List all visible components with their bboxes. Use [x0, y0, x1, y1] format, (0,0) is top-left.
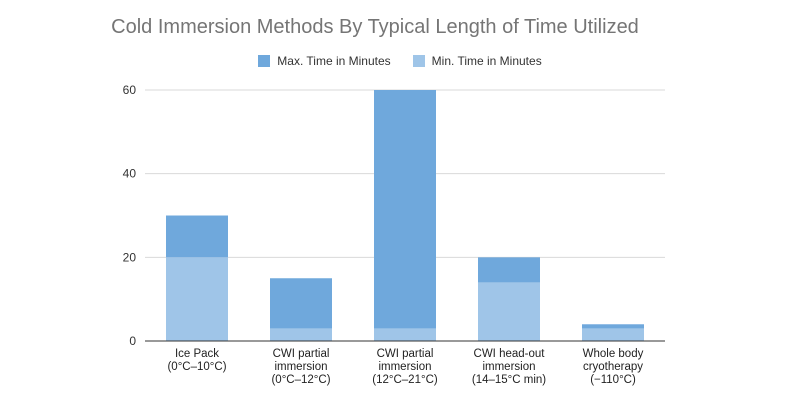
x-tick-label-3: CWI head-out immersion (14–15°C min) [472, 348, 546, 386]
chart-title: Cold Immersion Methods By Typical Length… [111, 16, 639, 38]
legend-label-max: Max. Time in Minutes [277, 54, 391, 68]
bar-max-0 [166, 215, 228, 258]
y-tick-label-40: 40 [123, 167, 137, 181]
x-tick-label-2: CWI partial immersion (12°C–21°C) [372, 348, 438, 386]
x-tick-label-line: Whole body [583, 348, 644, 360]
legend: Max. Time in Minutes Min. Time in Minute… [0, 54, 800, 68]
legend-item-max: Max. Time in Minutes [258, 54, 391, 68]
x-tick-label-line: CWI head-out [474, 348, 546, 360]
bar-max-3 [478, 257, 540, 283]
bar-min-3 [478, 282, 540, 341]
bar-min-1 [270, 328, 332, 341]
x-tick-label-4: Whole body cryotherapy (−110°C) [583, 348, 644, 386]
x-tick-label-line: cryotherapy [583, 361, 643, 373]
x-tick-label-line: (0°C–10°C) [167, 361, 226, 373]
y-tick-label-20: 20 [123, 250, 137, 264]
bar-min-2 [374, 328, 436, 341]
bar-max-4 [582, 324, 644, 329]
legend-item-min: Min. Time in Minutes [412, 54, 542, 68]
bar-min-4 [582, 328, 644, 341]
x-tick-label-line: CWI partial [377, 348, 434, 360]
y-tick-label-60: 60 [123, 83, 137, 97]
x-tick-label-0: Ice Pack (0°C–10°C) [167, 348, 226, 373]
legend-label-min: Min. Time in Minutes [431, 54, 542, 68]
x-tick-label-line: (14–15°C min) [472, 374, 546, 386]
legend-swatch-max [258, 55, 271, 67]
x-tick-label-line: (0°C–12°C) [271, 374, 330, 386]
x-tick-label-line: (−110°C) [590, 374, 636, 386]
x-tick-label-line: Ice Pack [175, 348, 219, 360]
bar-min-0 [166, 257, 228, 341]
x-tick-label-line: immersion [274, 361, 327, 373]
x-tick-label-line: CWI partial [273, 348, 330, 360]
legend-swatch-min [412, 55, 425, 67]
y-tick-label-0: 0 [129, 334, 136, 348]
x-tick-label-1: CWI partial immersion (0°C–12°C) [271, 348, 330, 386]
x-tick-label-line: (12°C–21°C) [372, 374, 438, 386]
x-tick-label-line: immersion [482, 361, 535, 373]
bar-max-1 [270, 278, 332, 329]
bar-max-2 [374, 90, 436, 329]
x-tick-label-line: immersion [378, 361, 431, 373]
